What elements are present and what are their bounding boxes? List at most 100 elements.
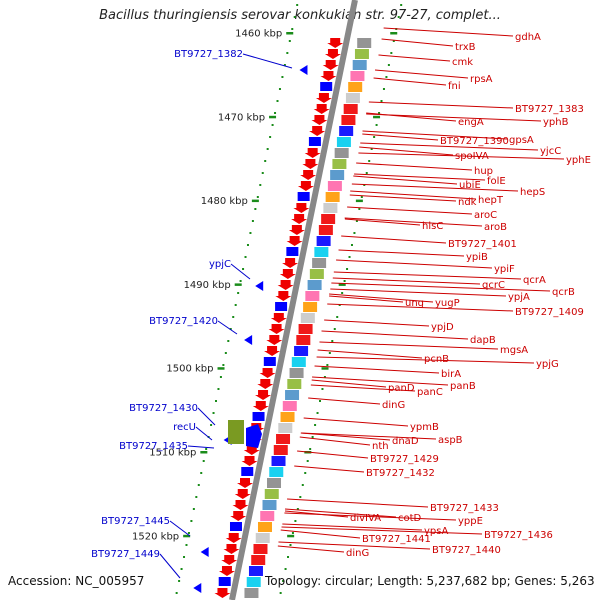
right-gene-label[interactable]: aroC: [474, 210, 497, 221]
right-gene-label[interactable]: hisC: [422, 221, 443, 232]
right-gene-label[interactable]: BT9727_1441: [362, 534, 431, 545]
right-gene-label[interactable]: ypiF: [494, 264, 515, 275]
right-gene-label[interactable]: gdhA: [515, 32, 541, 43]
left-strand-gene: [193, 583, 202, 593]
left-gene-label[interactable]: BT9727_1445: [101, 516, 170, 527]
left-gene-label[interactable]: ypjC: [209, 259, 231, 270]
right-gene-label[interactable]: ypjG: [536, 359, 559, 370]
left-gene-label[interactable]: BT9727_1449: [91, 549, 160, 560]
gene-box: [218, 577, 231, 586]
right-gene-label[interactable]: yphB: [543, 117, 569, 128]
left-gene-label[interactable]: BT9727_1435: [119, 441, 188, 452]
guide-dot-right: [370, 148, 373, 150]
right-gene-label[interactable]: nth: [372, 441, 389, 452]
right-gene-label[interactable]: yppE: [458, 516, 483, 527]
right-gene-label[interactable]: hup: [474, 166, 493, 177]
right-gene-label[interactable]: divIVA: [350, 513, 381, 524]
right-gene-label[interactable]: panC: [417, 387, 443, 398]
right-gene-label[interactable]: qcrC: [482, 280, 505, 291]
right-gene-label[interactable]: ypiB: [466, 252, 488, 263]
right-gene-label[interactable]: engA: [458, 117, 484, 128]
right-gene-label[interactable]: mgsA: [500, 345, 528, 356]
right-gene-label[interactable]: ndk: [458, 197, 477, 208]
right-gene-label[interactable]: BT9727_1429: [370, 454, 439, 465]
gene-arrow: [315, 93, 332, 103]
guide-dot-right: [368, 160, 371, 162]
right-leader-line: [287, 498, 429, 508]
kbp-tick: [269, 115, 277, 119]
right-gene-label[interactable]: ung: [405, 298, 424, 309]
right-gene-label[interactable]: BT9727_1383: [515, 104, 584, 115]
right-gene-label[interactable]: spoIVA: [455, 151, 489, 162]
right-gene-label[interactable]: yjcC: [540, 146, 561, 157]
right-gene-label[interactable]: cotD: [398, 513, 422, 524]
right-gene-label[interactable]: rpsA: [470, 74, 493, 85]
right-gene-label[interactable]: BT9727_1409: [515, 307, 584, 318]
guide-dot-left: [185, 544, 188, 546]
right-gene-label[interactable]: BT9727_1432: [366, 468, 435, 479]
right-gene-label[interactable]: BT9727_1440: [432, 545, 501, 556]
right-gene-label[interactable]: fni: [448, 81, 461, 92]
gene-category-box: [248, 566, 263, 576]
right-gene-label[interactable]: ypmB: [410, 422, 439, 433]
right-gene-label[interactable]: hepS: [520, 187, 545, 198]
right-gene-label[interactable]: panB: [450, 381, 476, 392]
guide-dot-right: [385, 76, 388, 78]
kbp-tick-right: [287, 534, 295, 538]
guide-dot-left: [187, 532, 190, 534]
right-gene-label[interactable]: BT9727_1436: [484, 530, 553, 541]
right-gene-label[interactable]: folE: [487, 176, 506, 187]
right-gene-label[interactable]: ubiE: [459, 180, 481, 191]
right-gene-label[interactable]: qcrB: [552, 287, 575, 298]
right-gene-label[interactable]: dinG: [346, 548, 369, 559]
guide-dot-right: [287, 556, 290, 558]
right-gene-label[interactable]: qcrA: [523, 275, 546, 286]
right-gene-label[interactable]: aroB: [484, 222, 507, 233]
left-gene-label[interactable]: BT9727_1420: [149, 316, 218, 327]
recU-gene-arrow: [246, 424, 262, 448]
right-gene-label[interactable]: ypsA: [424, 526, 448, 537]
position-dots: [175, 4, 403, 594]
gene-category-box: [255, 533, 270, 543]
right-gene-label[interactable]: panD: [388, 383, 415, 394]
guide-dot-right: [390, 52, 393, 54]
guide-dot-left: [274, 112, 277, 114]
guide-dot-right: [358, 208, 361, 210]
gene-category-box: [339, 126, 354, 136]
guide-dot-right: [341, 292, 344, 294]
guide-dot-left: [296, 4, 299, 6]
right-gene-label[interactable]: birA: [441, 369, 461, 380]
left-gene-label[interactable]: BT9727_1430: [129, 403, 198, 414]
right-gene-label[interactable]: ypjA: [508, 292, 530, 303]
gene-category-box: [276, 434, 291, 444]
right-leader-line: [333, 271, 522, 280]
right-leader-line: [308, 397, 381, 405]
right-gene-label[interactable]: dnaD: [392, 436, 419, 447]
right-gene-label[interactable]: trxB: [455, 42, 476, 53]
guide-dot-left: [224, 352, 227, 354]
guide-dot-left: [195, 496, 198, 498]
right-gene-label[interactable]: ypjD: [431, 322, 454, 333]
right-gene-label[interactable]: aspB: [438, 435, 463, 446]
right-gene-label[interactable]: BT9727_1401: [448, 239, 517, 250]
kbp-tick-right: [390, 32, 398, 35]
right-gene-label[interactable]: BT9727_1433: [430, 503, 499, 514]
left-gene-label[interactable]: recU: [173, 422, 196, 433]
right-gene-label[interactable]: pcnB: [424, 354, 449, 365]
right-gene-label[interactable]: dinG: [382, 400, 405, 411]
right-gene-label[interactable]: hepT: [478, 195, 504, 206]
left-gene-label[interactable]: BT9727_1382: [174, 49, 243, 60]
right-gene-label[interactable]: gpsA: [509, 135, 534, 146]
gene-box: [286, 247, 299, 256]
guide-dot-right: [382, 88, 385, 90]
gene-box: [229, 522, 242, 531]
right-gene-label[interactable]: BT9727_1390: [440, 136, 509, 147]
right-gene-label[interactable]: cmk: [452, 57, 473, 68]
right-gene-label[interactable]: yugP: [435, 298, 460, 309]
kbp-tick: [217, 367, 225, 370]
right-gene-label[interactable]: yphE: [566, 155, 591, 166]
guide-dot-right: [400, 4, 403, 6]
right-gene-label[interactable]: dapB: [470, 335, 496, 346]
guide-dot-right: [309, 448, 312, 450]
